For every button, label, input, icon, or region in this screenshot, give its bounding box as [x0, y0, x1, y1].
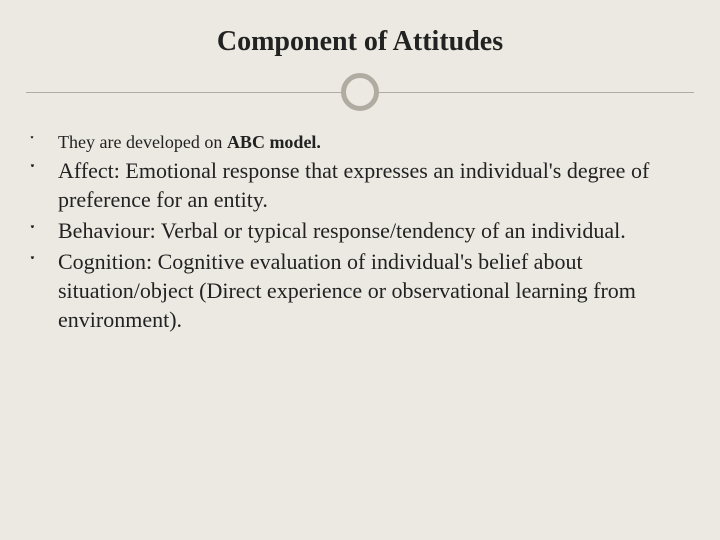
slide-title: Component of Attitudes	[26, 26, 694, 58]
list-item: ་ Behaviour: Verbal or typical response/…	[30, 216, 690, 245]
intro-line: ་ They are developed on ABC model.	[30, 130, 690, 154]
intro-text-bold: ABC model.	[227, 132, 321, 152]
slide-body: ་ They are developed on ABC model. ་ Aff…	[26, 130, 694, 334]
bullet-icon: ་	[30, 218, 35, 248]
list-item-text: Affect: Emotional response that expresse…	[58, 158, 649, 212]
title-divider	[26, 72, 694, 112]
bullet-icon: ་	[30, 131, 34, 157]
slide: Component of Attitudes ་ They are develo…	[0, 0, 720, 540]
list-item: ་ Affect: Emotional response that expres…	[30, 156, 690, 214]
list-item-text: Behaviour: Verbal or typical response/te…	[58, 218, 626, 243]
list-item-text: Cognition: Cognitive evaluation of indiv…	[58, 249, 636, 332]
bullet-icon: ་	[30, 249, 35, 279]
list-item: ་ Cognition: Cognitive evaluation of ind…	[30, 247, 690, 334]
bullet-icon: ་	[30, 157, 35, 187]
divider-circle-icon	[341, 73, 379, 111]
intro-text-pre: They are developed on	[58, 132, 227, 152]
